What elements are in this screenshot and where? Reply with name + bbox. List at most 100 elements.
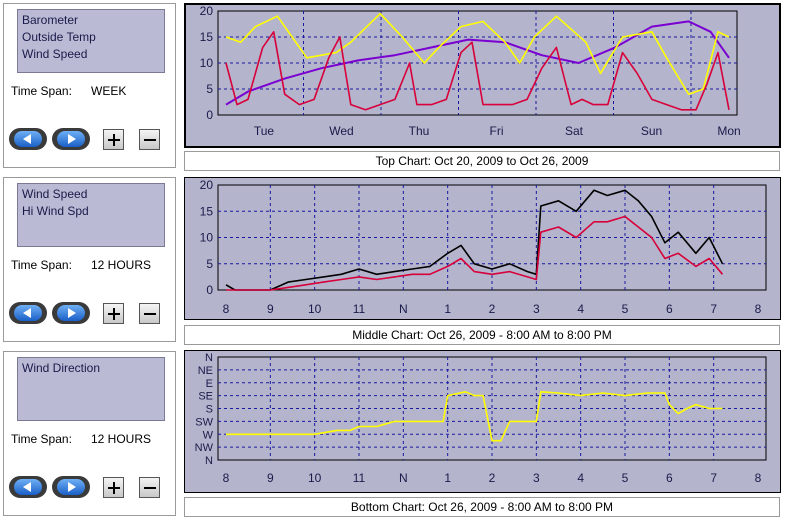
forward-button[interactable] bbox=[52, 302, 90, 324]
plus-icon bbox=[108, 134, 120, 146]
plus-icon bbox=[108, 308, 120, 320]
minus-icon bbox=[144, 487, 156, 489]
y-tick-label: NE bbox=[198, 365, 213, 377]
y-tick-label: 5 bbox=[206, 257, 213, 271]
top-parameter-list[interactable]: Barometer Outside Temp Wind Speed bbox=[17, 9, 165, 73]
x-tick-label: Fri bbox=[490, 124, 504, 138]
time-span-label: Time Span: bbox=[11, 432, 72, 446]
y-tick-label: W bbox=[203, 429, 214, 441]
right-arrow-icon bbox=[68, 134, 76, 144]
parameter-item[interactable]: Wind Speed bbox=[22, 187, 88, 201]
y-tick-label: 0 bbox=[206, 283, 213, 297]
x-tick-label: 9 bbox=[267, 302, 274, 316]
forward-button[interactable] bbox=[52, 476, 90, 498]
y-tick-label: 5 bbox=[206, 82, 213, 96]
parameter-item[interactable]: Barometer bbox=[22, 13, 79, 27]
x-tick-label: 6 bbox=[666, 471, 673, 485]
zoom-out-button[interactable] bbox=[139, 303, 160, 324]
temp-series-line bbox=[225, 12, 730, 95]
x-tick-label: 5 bbox=[622, 302, 629, 316]
forward-button[interactable] bbox=[52, 128, 90, 150]
left-arrow-icon bbox=[23, 308, 31, 318]
time-span-label: Time Span: bbox=[11, 84, 72, 98]
y-tick-label: 20 bbox=[200, 4, 214, 18]
back-button[interactable] bbox=[9, 302, 47, 324]
y-tick-label: SE bbox=[198, 391, 213, 403]
x-tick-label: N bbox=[399, 471, 408, 485]
zoom-in-button[interactable] bbox=[103, 477, 124, 498]
x-tick-label: Wed bbox=[329, 124, 353, 138]
parameter-item[interactable]: Wind Speed bbox=[22, 47, 88, 61]
y-tick-label: N bbox=[205, 455, 213, 467]
time-span-label: Time Span: bbox=[11, 258, 72, 272]
y-tick-label: 10 bbox=[200, 56, 214, 70]
x-tick-label: 4 bbox=[577, 302, 584, 316]
zoom-in-button[interactable] bbox=[103, 129, 124, 150]
parameter-item[interactable]: Outside Temp bbox=[22, 30, 96, 44]
parameter-item[interactable]: Wind Direction bbox=[22, 361, 101, 375]
x-tick-label: 10 bbox=[308, 302, 322, 316]
x-tick-label: 7 bbox=[710, 471, 717, 485]
minus-icon bbox=[144, 139, 156, 141]
y-tick-label: N bbox=[205, 352, 213, 364]
bottom-chart-caption: Bottom Chart: Oct 26, 2009 - 8:00 AM to … bbox=[184, 497, 780, 517]
x-tick-label: 8 bbox=[223, 471, 230, 485]
x-tick-label: 8 bbox=[223, 302, 230, 316]
x-tick-label: 7 bbox=[710, 302, 717, 316]
y-tick-label: 15 bbox=[200, 30, 214, 44]
middle-parameter-list[interactable]: Wind Speed Hi Wind Spd bbox=[17, 183, 165, 247]
x-tick-label: N bbox=[399, 302, 408, 316]
x-tick-label: 2 bbox=[489, 471, 496, 485]
time-span-value: 12 HOURS bbox=[91, 258, 152, 272]
x-tick-label: 3 bbox=[533, 471, 540, 485]
middle-chart-caption: Middle Chart: Oct 26, 2009 - 8:00 AM to … bbox=[184, 325, 780, 345]
time-span-row: Time Span: 12 HOURS bbox=[11, 258, 151, 272]
zoom-out-button[interactable] bbox=[139, 129, 160, 150]
middle-chart[interactable]: 0 5 10 15 20 8 9 10 11 N 1 2 3 4 5 6 7 8 bbox=[184, 177, 781, 320]
x-tick-label: 6 bbox=[666, 302, 673, 316]
zoom-in-button[interactable] bbox=[103, 303, 124, 324]
y-tick-label: 15 bbox=[200, 204, 214, 218]
parameter-item[interactable]: Hi Wind Spd bbox=[22, 204, 89, 218]
y-tick-label: S bbox=[206, 404, 213, 416]
x-tick-label: 4 bbox=[577, 471, 584, 485]
hi_wind-series-line bbox=[225, 189, 724, 291]
plus-icon bbox=[108, 482, 120, 494]
back-button[interactable] bbox=[9, 476, 47, 498]
wind-series-line bbox=[226, 215, 724, 291]
x-tick-label: 5 bbox=[622, 471, 629, 485]
x-tick-label: Mon bbox=[717, 124, 740, 138]
top-chart[interactable]: 0 5 10 15 20 Tue Wed Thu Fri Sat Sun Mon bbox=[184, 3, 781, 148]
x-tick-label: Sat bbox=[565, 124, 584, 138]
bottom-chart-panel: Wind Direction Time Span: 12 HOURS bbox=[3, 351, 176, 516]
bottom-parameter-list[interactable]: Wind Direction bbox=[17, 357, 165, 421]
back-button[interactable] bbox=[9, 128, 47, 150]
time-span-value: 12 HOURS bbox=[91, 432, 152, 446]
y-tick-label: 20 bbox=[200, 178, 214, 192]
middle-chart-panel: Wind Speed Hi Wind Spd Time Span: 12 HOUR… bbox=[3, 177, 176, 342]
x-tick-label: Thu bbox=[409, 124, 430, 138]
x-tick-label: 2 bbox=[489, 302, 496, 316]
x-tick-label: 9 bbox=[267, 471, 274, 485]
x-tick-label: 10 bbox=[308, 471, 322, 485]
x-tick-label: 3 bbox=[533, 302, 540, 316]
right-arrow-icon bbox=[68, 308, 76, 318]
time-span-value: WEEK bbox=[91, 84, 127, 98]
barometer-series-line bbox=[225, 20, 730, 106]
right-arrow-icon bbox=[68, 482, 76, 492]
time-span-row: Time Span: 12 HOURS bbox=[11, 432, 151, 446]
direction-series-line bbox=[226, 390, 723, 442]
time-span-row: Time Span: WEEK bbox=[11, 84, 126, 98]
x-tick-label: 11 bbox=[353, 471, 366, 485]
x-tick-label: 1 bbox=[444, 471, 451, 485]
x-tick-label: 8 bbox=[755, 471, 762, 485]
x-tick-label: Sun bbox=[641, 124, 662, 138]
y-tick-label: SW bbox=[195, 416, 213, 428]
wind-series-line bbox=[225, 30, 730, 111]
x-tick-label: 8 bbox=[755, 302, 762, 316]
y-tick-label: E bbox=[206, 378, 213, 390]
zoom-out-button[interactable] bbox=[139, 477, 160, 498]
left-arrow-icon bbox=[23, 134, 31, 144]
x-tick-label: Tue bbox=[254, 124, 275, 138]
